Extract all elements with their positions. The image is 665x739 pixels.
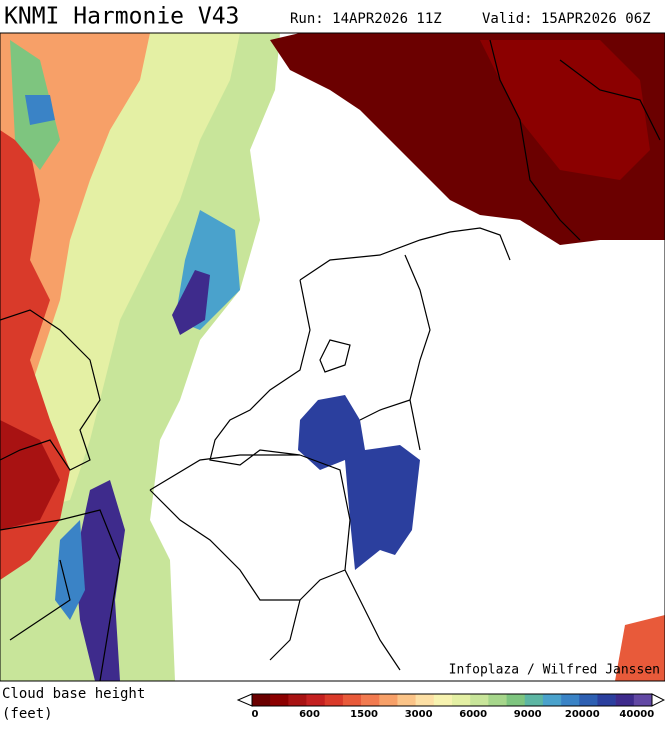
colorbar-swatch (288, 694, 307, 706)
colorbar-swatch (415, 694, 435, 706)
map: Infoplaza / Wilfred Janssen (0, 32, 665, 682)
colorbar-swatch (542, 694, 562, 706)
colorbar-frame (251, 693, 653, 707)
run-time: Run: 14APR2026 11Z (290, 11, 442, 27)
colorbar-swatch (597, 694, 616, 706)
colorbar-label: 1500 (350, 709, 378, 720)
legend-title: Cloud base height (2, 686, 145, 702)
colorbar-label: 3000 (405, 709, 433, 720)
colorbar-swatch (361, 694, 380, 706)
colorbar-label: 40000 (619, 709, 654, 720)
low-cloud-east-core (480, 40, 650, 180)
valid-time: Valid: 15APR2026 06Z (482, 11, 651, 27)
credit: Infoplaza / Wilfred Janssen (449, 663, 660, 678)
colorbar-swatch (506, 694, 526, 706)
high-cloud-east (298, 395, 420, 570)
colorbar-label: 0 (252, 709, 259, 720)
cloud-field-purple2 (75, 480, 125, 681)
colorbar-label: 20000 (565, 709, 600, 720)
colorbar-swatch (379, 694, 398, 706)
colorbar-swatch (579, 694, 598, 706)
cloud-field-blue3 (55, 520, 85, 620)
colorbar-swatch (561, 694, 580, 706)
cloud-field-darkred (0, 420, 60, 530)
colorbar-swatch (433, 694, 453, 706)
colorbar-label: 9000 (514, 709, 542, 720)
low-cloud-southeast (615, 615, 665, 681)
colorbar-swatch (324, 694, 344, 706)
cloud-field-purple (172, 270, 210, 335)
colorbar-swatch (397, 694, 416, 706)
cloud-field-blue (25, 95, 55, 125)
colorbar: 0 600 1500 3000 6000 9000 20000 40000 (236, 693, 665, 720)
colorbar-label: 600 (299, 709, 320, 720)
colorbar-swatch (252, 694, 271, 706)
map-frame (0, 32, 665, 682)
colorbar-swatch (306, 694, 326, 706)
legend-unit: (feet) (2, 706, 53, 722)
colorbar-swatch (524, 694, 544, 706)
colorbar-swatch (615, 694, 635, 706)
colorbar-swatch (342, 694, 362, 706)
colorbar-swatch (470, 694, 489, 706)
colorbar-arrow-left (236, 693, 253, 707)
colorbar-swatch (452, 694, 471, 706)
colorbar-swatch (270, 694, 289, 706)
colorbar-swatch (488, 694, 507, 706)
colorbar-arrow-right (651, 693, 665, 707)
colorbar-label: 6000 (459, 709, 487, 720)
colorbar-swatch (633, 694, 653, 706)
model-title: KNMI Harmonie V43 (4, 4, 239, 30)
